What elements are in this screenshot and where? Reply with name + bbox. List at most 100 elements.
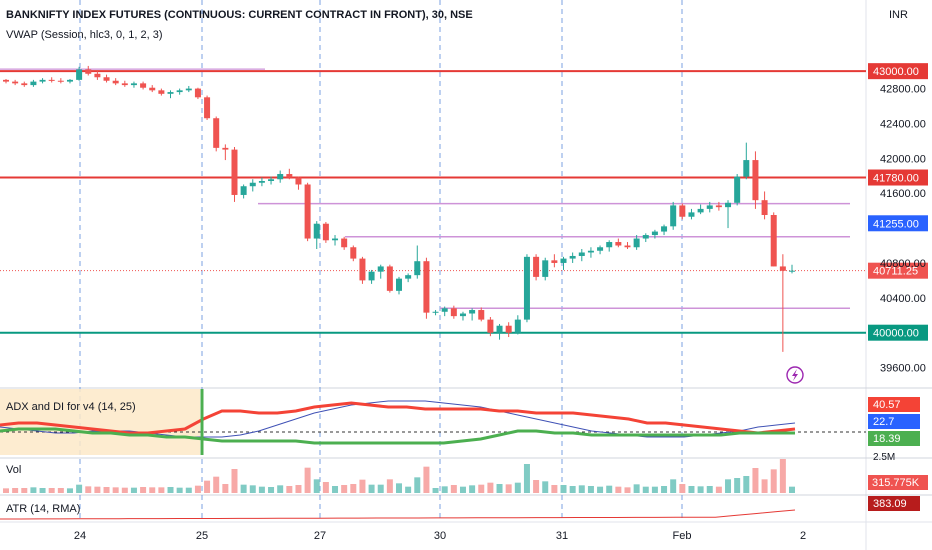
- price-tick-label: 40400.00: [880, 293, 926, 305]
- candle: [322, 221, 329, 243]
- time-tick-label: 27: [314, 530, 326, 542]
- volume-bar: [715, 486, 722, 493]
- time-tick-label: Feb: [673, 530, 692, 542]
- candle: [30, 79, 37, 87]
- candle: [368, 269, 375, 284]
- candle: [597, 245, 604, 255]
- adx-tag-3: 18.39: [873, 433, 901, 445]
- atr-title[interactable]: ATR (14, RMA): [6, 503, 80, 515]
- volume-bar: [560, 485, 567, 493]
- level-tag-box: [868, 215, 928, 232]
- volume-bar: [76, 484, 83, 493]
- candle: [560, 256, 567, 270]
- candle: [624, 242, 631, 249]
- volume-bar: [542, 481, 549, 493]
- candle: [76, 66, 83, 81]
- candle: [359, 256, 366, 284]
- candle: [222, 144, 229, 161]
- volume-bar: [112, 487, 119, 493]
- candle: [478, 307, 485, 322]
- price-tick-label: 42800.00: [880, 84, 926, 96]
- volume-bar: [341, 485, 348, 493]
- candle: [688, 208, 695, 220]
- candle: [542, 257, 549, 281]
- volume-bar: [651, 486, 658, 493]
- volume-bar: [679, 484, 686, 493]
- candle: [158, 88, 165, 96]
- candle: [578, 249, 585, 262]
- atr-tag-box: [868, 496, 920, 511]
- time-tick-label: 30: [434, 530, 446, 542]
- candle: [313, 221, 320, 249]
- candle: [450, 305, 457, 319]
- volume-bar: [12, 488, 19, 493]
- volume-bar: [478, 484, 485, 493]
- volume-bar: [57, 488, 64, 493]
- price-tick-label: 40800.00: [880, 258, 926, 270]
- volume-bar: [533, 480, 540, 493]
- volume-bar: [770, 469, 777, 493]
- volume-bar: [322, 482, 329, 493]
- atr-line: [0, 509, 796, 520]
- volume-bar: [487, 482, 494, 493]
- vol-scale-label: 2.5M: [873, 452, 895, 463]
- vol-title[interactable]: Vol: [6, 464, 21, 476]
- candle: [469, 308, 476, 321]
- volume-bar: [761, 479, 768, 493]
- volume-bar: [587, 486, 594, 493]
- candle: [725, 200, 732, 229]
- volume-bar: [459, 486, 466, 493]
- candle: [661, 224, 668, 236]
- volume-bar: [240, 484, 247, 493]
- volume-bar: [661, 486, 668, 493]
- volume-bar: [606, 485, 613, 493]
- candle: [405, 273, 412, 283]
- volume-bars: [3, 459, 795, 493]
- candle: [752, 151, 759, 209]
- candle: [350, 245, 357, 262]
- candle: [140, 81, 147, 90]
- volume-bar: [176, 487, 183, 493]
- candle: [66, 79, 73, 84]
- volume-bar: [597, 486, 604, 493]
- price-tick-label: 41600.00: [880, 188, 926, 200]
- di-minus-line: [0, 401, 796, 435]
- candle: [441, 306, 448, 317]
- adx-lines: [0, 389, 796, 455]
- price-tick-label: 39600.00: [880, 363, 926, 375]
- candle: [505, 322, 512, 338]
- lightning-alert-icon[interactable]: [786, 366, 804, 384]
- candle: [633, 235, 640, 250]
- volume-bar: [779, 459, 786, 493]
- volume-bar: [469, 485, 476, 493]
- candle: [194, 87, 201, 100]
- level-tag-box: [868, 63, 928, 80]
- time-tick-label: 25: [196, 530, 208, 542]
- volume-bar: [167, 487, 174, 493]
- candle: [789, 264, 795, 274]
- currency-label: INR: [889, 9, 908, 21]
- volume-bar: [30, 487, 37, 493]
- candle: [85, 65, 92, 76]
- vol-tag: 315.775K: [872, 477, 920, 489]
- volume-bar: [213, 476, 220, 493]
- volume-bar: [450, 485, 457, 493]
- level-tag-label: 40711.25: [873, 266, 918, 278]
- candle: [39, 78, 46, 84]
- candle: [670, 201, 677, 230]
- volume-bar: [688, 486, 695, 493]
- volume-bar: [743, 476, 750, 493]
- vol-tag-box: [868, 475, 928, 490]
- volume-bar: [295, 485, 302, 493]
- candle: [523, 254, 530, 323]
- candle: [414, 245, 421, 279]
- adx-title[interactable]: ADX and DI for v4 (14, 25): [6, 401, 136, 413]
- volume-bar: [368, 484, 375, 493]
- candle: [496, 323, 503, 340]
- vwap-label[interactable]: VWAP (Session, hlc3, 0, 1, 2, 3): [6, 29, 163, 41]
- price-axis-ticks: 42800.00 42400.00 42000.00 41600.00 40800.00…: [880, 84, 926, 375]
- volume-bar: [377, 484, 384, 493]
- di-plus-line: [0, 427, 795, 445]
- volume-bar: [405, 486, 412, 493]
